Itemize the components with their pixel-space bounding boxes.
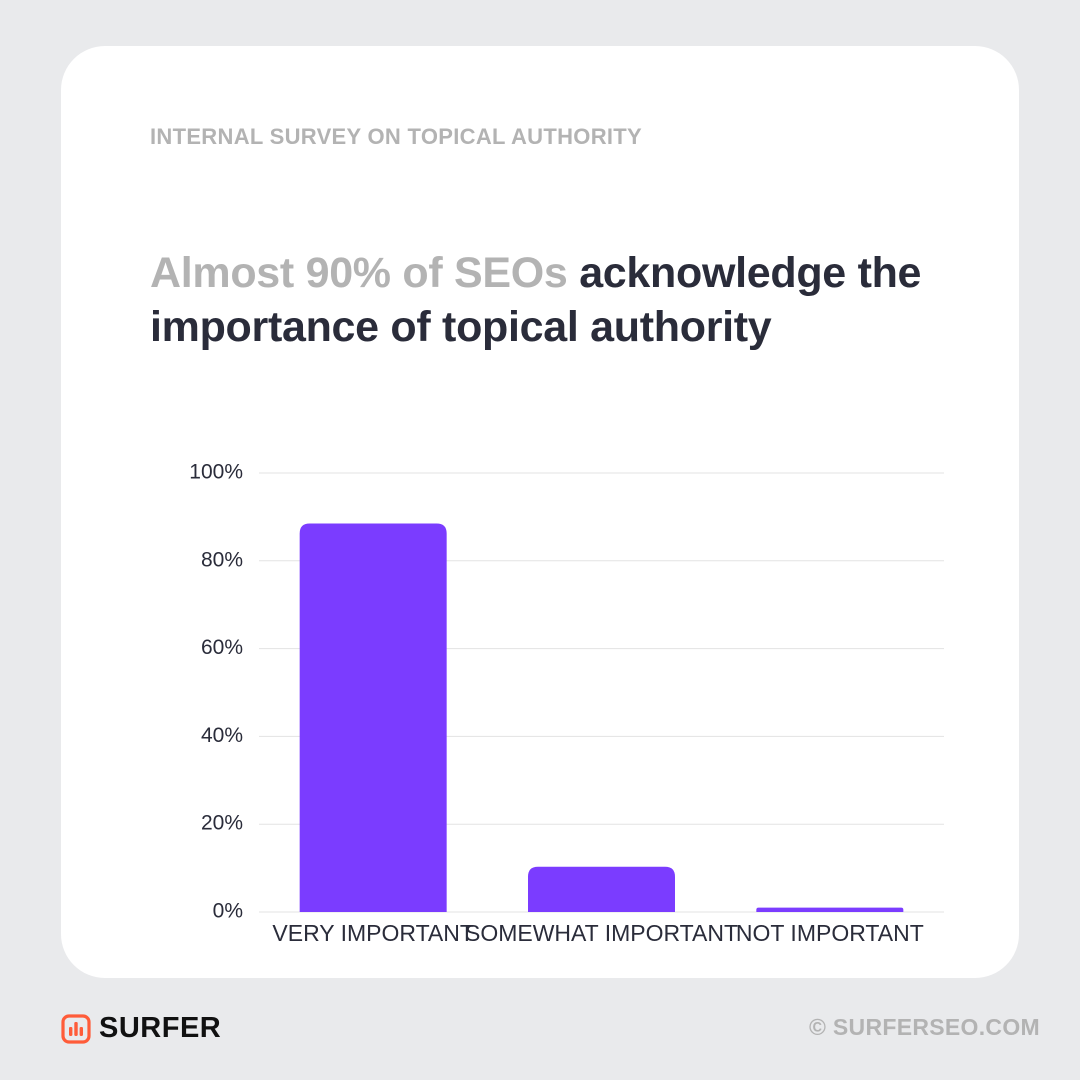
bar-very-important <box>299 523 447 912</box>
y-tick-label: 80% <box>201 548 243 571</box>
x-category-label: VERY IMPORTANT <box>272 920 474 946</box>
chart-bars <box>299 523 904 912</box>
copyright-link[interactable]: © SURFERSEO.COM <box>808 1014 1040 1040</box>
y-axis-tick-labels: 0% 20% 40% 60% 80% 100% <box>189 461 243 923</box>
x-category-label: NOT IMPORTANT <box>736 920 924 946</box>
chart-card <box>61 46 1019 978</box>
headline-main: acknowledge the importance of topical au… <box>150 249 922 351</box>
bar-not-important <box>756 907 904 912</box>
x-category-label: SOMEWHAT IMPORTANT <box>465 920 738 946</box>
y-tick-label: 0% <box>213 900 243 923</box>
brand-logo[interactable]: SURFER <box>61 1012 221 1045</box>
surfer-logo-icon <box>61 1013 91 1044</box>
headline: Almost 90% of SEOs acknowledge the impor… <box>150 246 990 354</box>
bar-somewhat-important <box>528 866 675 912</box>
y-tick-label: 100% <box>189 461 243 484</box>
y-tick-label: 60% <box>201 636 243 659</box>
y-tick-label: 20% <box>201 812 243 835</box>
y-tick-label: 40% <box>201 724 243 747</box>
brand-name: SURFER <box>99 1012 222 1044</box>
survey-eyebrow: INTERNAL SURVEY ON TOPICAL AUTHORITY <box>150 124 643 149</box>
headline-highlight: Almost 90% of SEOs <box>150 249 568 297</box>
